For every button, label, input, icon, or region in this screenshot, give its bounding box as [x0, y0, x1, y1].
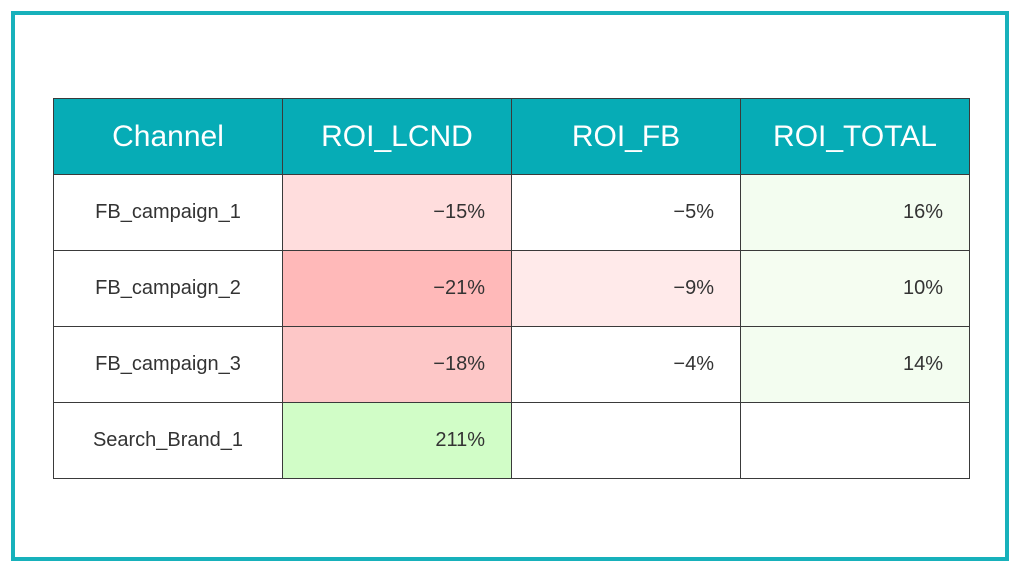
slide-frame — [11, 11, 1009, 561]
roi-lcnd-cell: −15% — [282, 174, 512, 251]
channel-cell: FB_campaign_2 — [53, 250, 283, 327]
roi-fb-cell: −4% — [511, 326, 741, 403]
table-row: FB_campaign_2 −21% −9% 10% — [53, 250, 970, 327]
roi-fb-cell — [511, 402, 741, 479]
table-row: FB_campaign_3 −18% −4% 14% — [53, 326, 970, 403]
channel-cell: Search_Brand_1 — [53, 402, 283, 479]
roi-lcnd-cell: 211% — [282, 402, 512, 479]
header-roi-fb: ROI_FB — [511, 98, 741, 175]
roi-fb-cell: −9% — [511, 250, 741, 327]
table-row: FB_campaign_1 −15% −5% 16% — [53, 174, 970, 251]
roi-total-cell: 16% — [740, 174, 970, 251]
header-roi-lcnd: ROI_LCND — [282, 98, 512, 175]
roi-fb-cell: −5% — [511, 174, 741, 251]
roi-total-cell — [740, 402, 970, 479]
header-channel: Channel — [53, 98, 283, 175]
channel-cell: FB_campaign_3 — [53, 326, 283, 403]
channel-cell: FB_campaign_1 — [53, 174, 283, 251]
roi-lcnd-cell: −21% — [282, 250, 512, 327]
roi-total-cell: 10% — [740, 250, 970, 327]
header-roi-total: ROI_TOTAL — [740, 98, 970, 175]
roi-table: Channel ROI_LCND ROI_FB ROI_TOTAL FB_cam… — [53, 98, 970, 479]
header-row: Channel ROI_LCND ROI_FB ROI_TOTAL — [53, 98, 970, 175]
table-row: Search_Brand_1 211% — [53, 402, 970, 479]
roi-lcnd-cell: −18% — [282, 326, 512, 403]
roi-total-cell: 14% — [740, 326, 970, 403]
